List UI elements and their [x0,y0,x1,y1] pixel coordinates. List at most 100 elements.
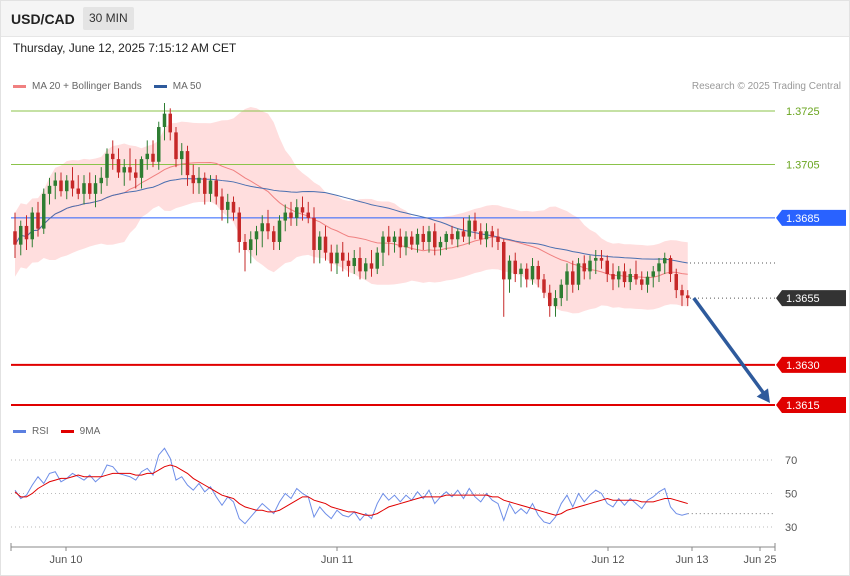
candle [502,239,506,317]
level-label-1.3615: 1.3615 [786,400,820,412]
candle [220,188,224,221]
candle [576,258,581,291]
bollinger-band [15,107,688,314]
candle-body [42,193,46,229]
candle [151,140,155,168]
candle-body [341,252,345,261]
candle [180,143,184,176]
x-tick-label: Jun 11 [321,554,353,566]
candle [427,225,431,253]
candle [668,255,673,283]
candle-body [622,271,627,283]
candle-body [640,279,644,285]
candle-body [364,263,368,272]
candle-body [36,212,40,229]
candle-body [605,260,609,275]
candle [266,209,270,240]
candle-body [599,258,604,261]
candle-body [369,263,374,269]
candle-body [484,231,489,240]
candle-body [553,298,558,307]
candle-body [191,175,195,184]
candle [214,175,218,205]
candle [82,175,86,205]
candle-body [502,241,506,280]
rsi-tick-label: 30 [785,522,797,534]
candle-body [536,266,540,280]
forecast-arrow-head [756,388,770,403]
candle-body [467,220,471,237]
candle [128,148,132,181]
candle [346,252,351,277]
level-tag-1.3685: 1.3685 [776,209,846,226]
candle [277,215,282,250]
candle-body [410,236,414,245]
candle-body [260,223,264,232]
candle-body [30,212,34,240]
candle [42,188,46,234]
candle-body [329,252,333,264]
candle-body [392,236,397,242]
candle [513,252,517,283]
candle-body [686,295,690,299]
candle-body [174,132,178,160]
candle [525,263,529,288]
rsi-tick-label: 50 [785,489,797,501]
candle [536,260,540,288]
candle-body [214,180,218,197]
candle [99,167,103,194]
candle [617,266,621,288]
candle [30,207,34,248]
candle-body [249,239,253,250]
rsi-ma-line [14,464,688,516]
candle-body [634,274,638,280]
forecast-arrow-shaft [692,297,767,397]
candle-body [226,201,230,210]
candle [364,258,368,280]
candle-body [438,241,443,248]
candle [381,231,385,267]
candle [640,271,644,291]
candle [157,121,161,170]
candle-body [530,266,535,280]
candle [312,207,316,264]
rsi-ma-swatch [60,430,74,433]
candle [450,225,454,245]
candle [19,220,23,256]
candle-body [415,233,420,245]
candle [203,172,207,205]
candle-body [576,263,581,285]
candle [249,231,253,264]
candle-body [254,231,259,240]
timeframe-button[interactable]: 30 MIN [83,7,134,30]
legend-item-ma20: MA 20 + Bollinger Bands [13,81,142,92]
candle-body [375,252,379,269]
x-tick-label: Jun 25 [743,554,776,566]
candle [283,204,287,232]
candle-body [421,233,425,242]
candle [185,145,190,186]
candle-body [105,153,109,178]
candle-body [47,185,52,194]
candle [36,201,40,237]
symbol-label: USD/CAD [11,11,75,27]
level-label-1.3655: 1.3655 [786,293,820,305]
candle-body [473,220,477,232]
candle [634,260,638,285]
candle [542,274,546,299]
candle-body [404,236,408,248]
candle-body [594,258,598,261]
candle [599,249,604,269]
candle-body [335,252,339,264]
candle-body [180,151,184,160]
candle-body [220,196,224,210]
candle-body [24,225,29,240]
legend-ma20-label: MA 20 + Bollinger Bands [32,81,142,92]
candle [680,284,684,307]
candle [352,249,356,275]
candle-body [197,177,201,184]
candle [191,164,195,194]
candle [208,175,213,202]
candle-body [548,292,552,307]
